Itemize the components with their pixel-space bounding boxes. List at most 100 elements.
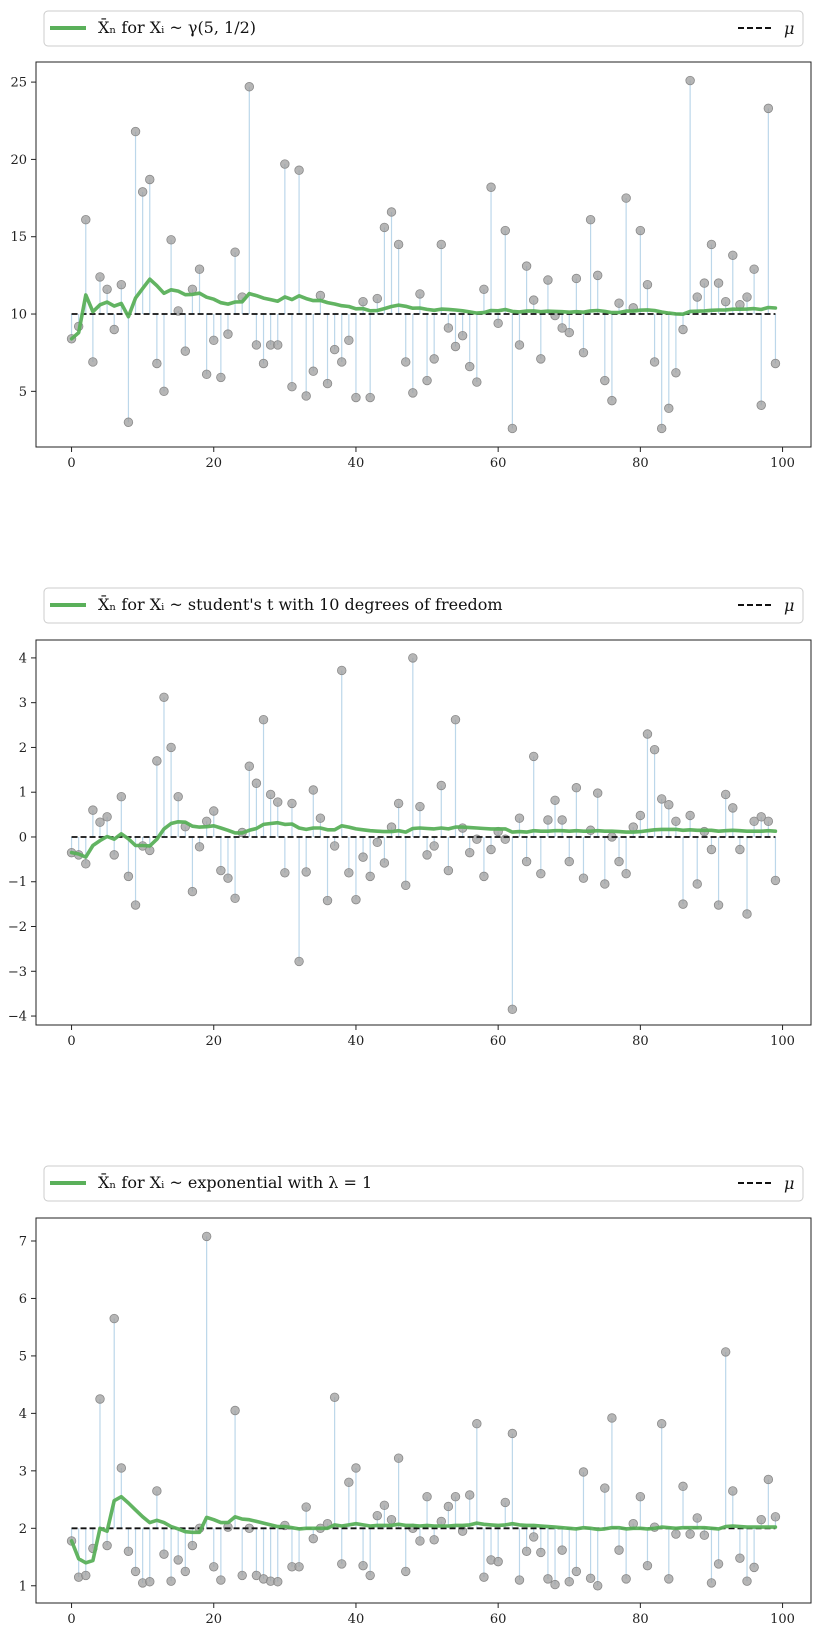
sample-point (706, 239, 717, 250)
sample-point (600, 879, 610, 889)
y-tick-label: 25 (10, 76, 27, 91)
sample-point (251, 778, 262, 788)
sample-point (280, 159, 290, 169)
sample-point (95, 272, 105, 282)
sample-point (521, 856, 532, 867)
x-tick-label: 60 (490, 1612, 507, 1627)
sample-point (735, 1553, 745, 1563)
sample-point (443, 865, 454, 876)
sample-point (507, 423, 518, 434)
sample-point (273, 1577, 283, 1587)
sample-point (130, 900, 141, 910)
sample-point (429, 841, 439, 851)
sample-point (145, 174, 155, 185)
sample-point (273, 340, 283, 350)
sample-point (671, 368, 681, 378)
sample-point (422, 850, 432, 860)
sample-point (479, 871, 489, 882)
sample-point (159, 386, 169, 397)
x-tick-label: 0 (67, 1034, 75, 1049)
sample-point (536, 354, 546, 364)
sample-point (621, 193, 631, 203)
sample-point (749, 264, 759, 274)
sample-point (472, 1419, 482, 1429)
sample-point (322, 895, 333, 906)
sample-point (301, 391, 311, 401)
sample-point (578, 873, 589, 883)
sample-point (450, 1491, 461, 1502)
sample-point (699, 1530, 710, 1540)
sample-point (173, 306, 183, 316)
sample-point (649, 357, 660, 367)
sample-point (614, 1545, 624, 1555)
sample-point (770, 358, 781, 369)
x-tick-label: 100 (770, 1034, 795, 1049)
legend-mu-label: μ (784, 1174, 794, 1193)
y-tick-label: 7 (19, 1234, 27, 1249)
sample-point (81, 215, 91, 225)
sample-point (244, 761, 255, 771)
sample-point (578, 1467, 589, 1477)
sample-point (137, 187, 148, 197)
sample-point (585, 1573, 596, 1583)
sample-point (770, 875, 781, 886)
sample-point (621, 1574, 631, 1584)
sample-point (635, 810, 646, 821)
sample-point (720, 789, 731, 800)
sample-point (258, 358, 269, 369)
x-tick-label: 0 (67, 1612, 75, 1627)
sample-point (372, 837, 382, 848)
sample-point (578, 347, 589, 358)
sample-point (649, 744, 660, 755)
sample-point (507, 1004, 518, 1015)
plot-area (35, 639, 812, 1026)
x-tick-label: 0 (67, 456, 75, 471)
sample-point (742, 292, 752, 302)
sample-point (415, 801, 425, 812)
sample-point (749, 816, 759, 827)
x-tick-label: 40 (348, 1034, 365, 1049)
sample-point (621, 868, 631, 879)
x-tick-label: 80 (632, 1034, 649, 1049)
sample-point (500, 225, 510, 236)
y-tick-label: 10 (10, 308, 27, 323)
sample-point (564, 856, 574, 867)
sample-point (379, 222, 390, 233)
sample-point (607, 1413, 617, 1423)
sample-point (386, 1514, 397, 1525)
sample-point (479, 1572, 489, 1582)
sample-point (465, 847, 475, 858)
sample-point (671, 816, 681, 827)
sample-point (642, 729, 653, 739)
sample-point (592, 788, 603, 798)
sample-point (209, 335, 219, 346)
sample-point (102, 1540, 112, 1551)
sample-point (607, 395, 617, 406)
sample-point (358, 1560, 368, 1571)
y-tick-label: −3 (8, 965, 27, 980)
sample-point (514, 813, 525, 823)
sample-point (472, 377, 482, 387)
sample-point (415, 289, 425, 299)
running-mean-line (69, 819, 778, 859)
sample-point (756, 400, 766, 410)
x-tick-label: 100 (770, 456, 795, 471)
sample-point (543, 1574, 553, 1584)
sample-point (116, 279, 127, 290)
chart-panel-gamma: X̄ₙ for Xᵢ ~ γ(5, 1/2) μ 0 20 40 60 80 100 5 1… (10, 10, 812, 471)
sample-point (706, 1578, 717, 1588)
sample-point (244, 82, 255, 92)
sample-point (635, 225, 646, 236)
sample-point (557, 323, 567, 333)
sample-point (550, 795, 560, 805)
sample-point (173, 791, 183, 802)
sample-point (564, 327, 574, 338)
sample-point (294, 956, 304, 967)
y-tick-label: 5 (19, 385, 27, 400)
sample-point (763, 1474, 774, 1485)
sample-point (763, 103, 774, 114)
legend-box (43, 587, 804, 624)
sample-point (315, 290, 326, 301)
y-tick-label: 3 (19, 696, 27, 711)
sample-point (678, 1481, 688, 1492)
